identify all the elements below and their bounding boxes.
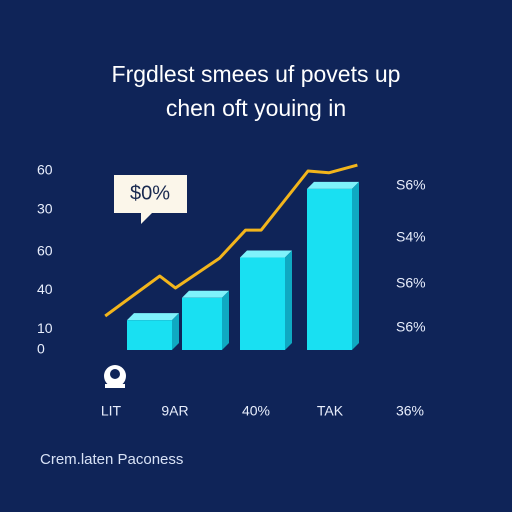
bar <box>307 188 352 350</box>
callout: $0% <box>114 175 187 224</box>
y-tick-label: 10 <box>37 320 53 336</box>
chart-title: Frgdlest smees uf povets up <box>112 61 401 87</box>
bar-side <box>352 181 359 350</box>
right-label: S4% <box>396 229 426 245</box>
y-tick-label: 40 <box>37 281 53 297</box>
right-label: S6% <box>396 275 426 291</box>
bar-side <box>222 290 229 350</box>
badge-icon <box>104 365 126 388</box>
x-label: TAK <box>317 403 344 419</box>
bar-side <box>285 250 292 350</box>
trend-line <box>104 163 358 318</box>
bar-top <box>182 290 229 298</box>
chart-title: chen oft youing in <box>166 95 346 121</box>
x-label: LIT <box>101 403 122 419</box>
right-label: S6% <box>396 177 426 193</box>
right-label: S6% <box>396 319 426 335</box>
y-tick-label: 60 <box>37 162 53 178</box>
bar-side <box>172 313 179 350</box>
y-tick-label: 0 <box>37 341 45 357</box>
bar-top <box>307 181 359 189</box>
bar-top <box>240 250 292 258</box>
callout-box <box>114 175 187 224</box>
bar <box>127 320 172 350</box>
x-label: 9AR <box>161 403 188 419</box>
x-label: 36% <box>396 403 424 419</box>
y-tick-label: 30 <box>37 200 53 216</box>
callout-text: $0% <box>130 182 170 204</box>
bar-top <box>127 313 179 321</box>
bar <box>182 297 222 350</box>
y-tick-label: 60 <box>37 242 53 258</box>
footer: Crem.laten Paconess <box>40 451 183 468</box>
bar <box>240 257 285 350</box>
x-label: 40% <box>242 403 270 419</box>
